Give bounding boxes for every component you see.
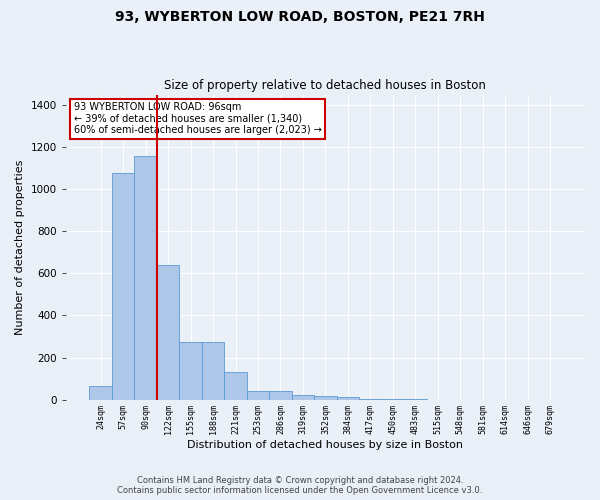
Bar	[112, 174, 134, 400]
Bar	[247, 391, 269, 400]
Bar	[292, 396, 314, 400]
Text: 93 WYBERTON LOW ROAD: 96sqm
← 39% of detached houses are smaller (1,340)
60% of : 93 WYBERTON LOW ROAD: 96sqm ← 39% of det…	[74, 102, 322, 136]
X-axis label: Distribution of detached houses by size in Boston: Distribution of detached houses by size …	[187, 440, 463, 450]
Bar	[157, 265, 179, 400]
Bar	[337, 398, 359, 400]
Text: 93, WYBERTON LOW ROAD, BOSTON, PE21 7RH: 93, WYBERTON LOW ROAD, BOSTON, PE21 7RH	[115, 10, 485, 24]
Bar	[89, 386, 112, 400]
Title: Size of property relative to detached houses in Boston: Size of property relative to detached ho…	[164, 79, 487, 92]
Bar	[224, 372, 247, 400]
Y-axis label: Number of detached properties: Number of detached properties	[15, 160, 25, 335]
Bar	[179, 342, 202, 400]
Bar	[269, 391, 292, 400]
Text: Contains HM Land Registry data © Crown copyright and database right 2024.
Contai: Contains HM Land Registry data © Crown c…	[118, 476, 482, 495]
Bar	[134, 156, 157, 400]
Bar	[202, 342, 224, 400]
Bar	[314, 396, 337, 400]
Bar	[359, 398, 382, 400]
